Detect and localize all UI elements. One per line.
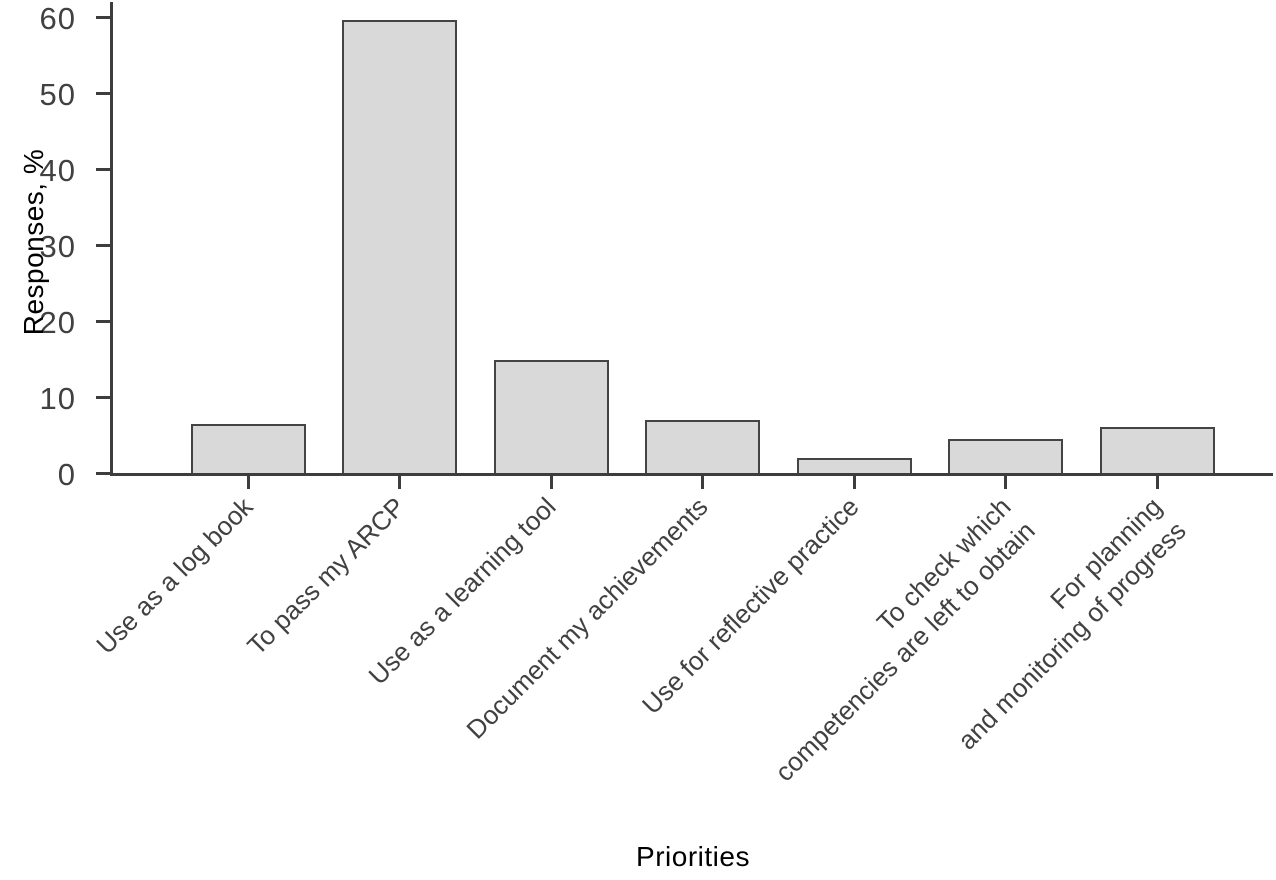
y-tick-label: 10	[39, 380, 76, 416]
x-tick-mark	[1004, 476, 1007, 489]
y-tick-label: 0	[57, 457, 76, 492]
y-tick-label: 40	[39, 152, 76, 188]
bar	[796, 457, 912, 473]
x-tick-mark	[701, 476, 704, 489]
bar	[948, 438, 1063, 473]
y-axis-line	[110, 2, 113, 476]
x-category-label: Document my achievements	[459, 491, 714, 745]
x-category-label: Use as a learning tool	[362, 491, 562, 691]
x-category-label: To pass my ARCP	[240, 491, 411, 661]
bar	[645, 419, 760, 473]
x-axis-title: Priorities	[636, 841, 750, 872]
x-category-label: Use for reflective practice	[635, 491, 865, 721]
y-tick-mark	[96, 15, 112, 19]
x-tick-mark	[852, 476, 856, 489]
y-tick-mark	[96, 395, 112, 399]
y-tick-label: 50	[39, 76, 76, 112]
y-tick-mark	[96, 167, 112, 171]
x-tick-mark	[549, 476, 553, 489]
y-tick-mark	[96, 472, 112, 475]
x-tick-mark	[1155, 476, 1159, 489]
y-tick-label: 20	[39, 304, 76, 340]
x-tick-mark	[246, 476, 250, 489]
y-axis-title: Responses, %	[18, 148, 49, 336]
x-axis-line	[110, 473, 1273, 476]
y-tick-mark	[96, 91, 112, 95]
bar	[190, 423, 306, 473]
y-tick-mark	[96, 243, 112, 247]
y-tick-label: 60	[39, 0, 76, 36]
y-tick-label: 30	[39, 228, 76, 264]
y-tick-mark	[96, 319, 112, 323]
bar	[1099, 427, 1215, 473]
x-tick-mark	[398, 476, 401, 489]
bar	[342, 20, 457, 473]
bar	[493, 360, 609, 473]
